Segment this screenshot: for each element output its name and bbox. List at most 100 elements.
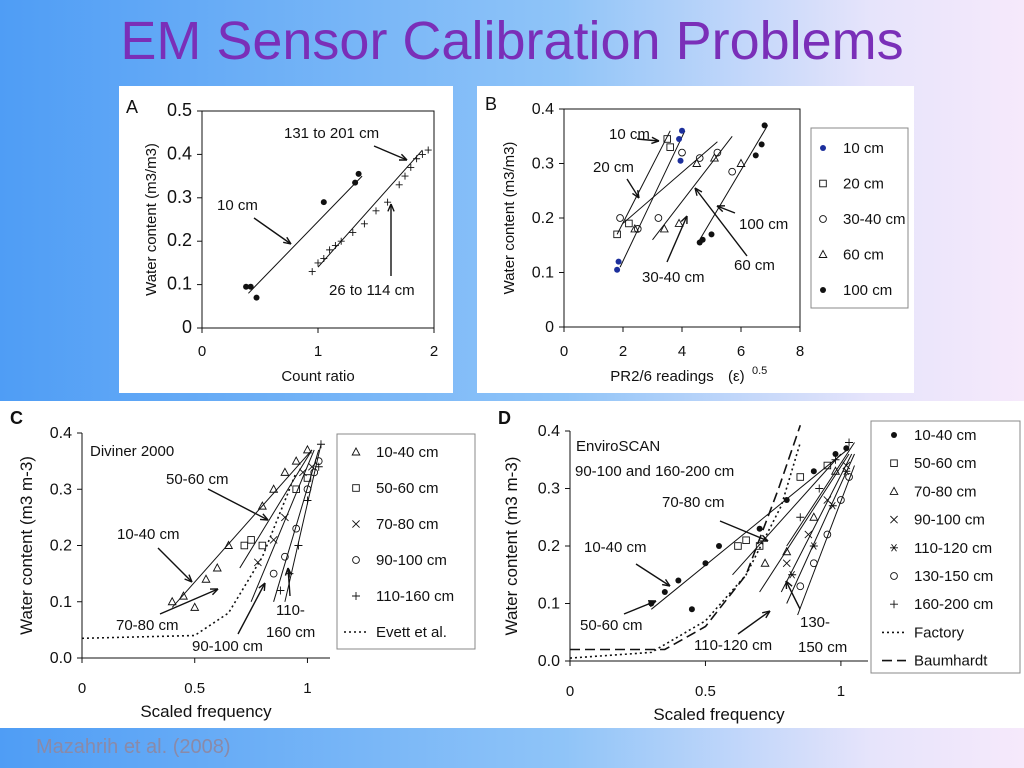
x-tick-label: 0.5 <box>184 680 205 697</box>
data-point <box>167 596 177 606</box>
data-point <box>755 542 764 550</box>
data-point <box>372 207 380 215</box>
y-tick-label: 0 <box>545 319 554 336</box>
data-point <box>294 541 303 550</box>
legend-marker <box>820 145 826 151</box>
data-point <box>614 266 621 273</box>
data-point <box>810 468 817 475</box>
legend-marker <box>890 544 898 552</box>
annotation-label: 50-60 cm <box>166 471 229 488</box>
data-point <box>659 223 669 233</box>
legend-marker <box>891 432 897 438</box>
annotation-arrow-line <box>287 567 291 597</box>
inset-title: EnviroSCAN <box>576 438 660 455</box>
legend-marker <box>820 287 826 293</box>
annotation-arrow-line <box>157 547 193 583</box>
data-point <box>742 536 750 544</box>
data-point <box>257 501 267 510</box>
x-axis-symbol: (ε) <box>728 368 745 385</box>
legend-marker <box>819 215 827 223</box>
data-point <box>337 237 345 245</box>
data-point <box>809 542 818 550</box>
data-point <box>736 158 746 167</box>
data-point <box>815 484 824 493</box>
data-point <box>316 440 325 449</box>
fit-line <box>619 130 686 268</box>
panel-a-plot: A 0 1 2 0 0.1 0.2 0.3 0.4 0.5 Count ratio Water con… <box>126 97 438 385</box>
data-point <box>314 259 322 267</box>
data-point <box>677 157 684 164</box>
series-110-160-cm <box>276 440 325 602</box>
series-70-80-cm <box>250 449 316 602</box>
y-tick-label: 0.3 <box>50 481 72 498</box>
data-point <box>280 513 289 522</box>
data-point <box>782 559 791 568</box>
data-point <box>258 541 267 550</box>
data-point <box>360 220 368 228</box>
series-110-120-cm <box>786 453 855 604</box>
data-point <box>843 445 850 452</box>
series-evett-et-al- <box>81 472 297 640</box>
data-point <box>384 198 392 206</box>
x-axis-label: Scaled frequency <box>140 702 272 721</box>
x-tick-label: 0 <box>566 683 574 700</box>
citation: Mazahrih et al. (2008) <box>36 736 231 758</box>
panel-divider <box>478 401 488 728</box>
fit-line <box>616 130 671 235</box>
annotation-label: 160 cm <box>266 624 315 641</box>
data-point <box>303 496 312 505</box>
annotation-arrow-line <box>666 215 688 263</box>
annotation-label: 10-40 cm <box>117 526 180 543</box>
x-tick-label: 6 <box>737 343 745 360</box>
legend-box <box>810 127 909 309</box>
data-point <box>823 496 832 504</box>
data-point <box>292 524 301 533</box>
data-point <box>695 154 704 162</box>
fit-line <box>780 453 853 593</box>
data-point <box>675 577 682 584</box>
annotation-arrow-line <box>159 588 219 615</box>
x-tick-label: 1 <box>303 680 311 697</box>
annotation-arrow-line <box>623 600 657 615</box>
panel-letter: B <box>485 94 497 114</box>
series-60-cm <box>630 135 746 241</box>
panel-b: B 0 2 4 6 8 0 0.1 0.2 0.3 0.4 PR2/6 readings (ε) 0.5 W… <box>477 86 914 393</box>
data-point <box>702 560 709 567</box>
data-point <box>666 143 674 151</box>
annotation-arrow-line <box>373 145 408 161</box>
data-point <box>291 456 301 465</box>
annotation-arrow-head <box>716 205 726 213</box>
annotation-arrow-head <box>398 153 408 161</box>
data-point <box>247 536 255 544</box>
data-point <box>661 589 668 595</box>
legend-label: 50-60 cm <box>376 480 439 497</box>
legend-box <box>336 433 476 650</box>
annotation-arrow-head <box>651 136 660 145</box>
annotation-arrow-head <box>694 187 703 196</box>
data-point <box>678 148 686 157</box>
fit-line <box>732 453 842 576</box>
legend-label: 50-60 cm <box>914 455 977 472</box>
data-point <box>831 455 840 464</box>
data-point <box>247 283 254 290</box>
annotation-arrow-line <box>207 488 269 521</box>
fit-line <box>622 141 718 224</box>
annotation-arrow-head <box>785 580 793 590</box>
y-tick-label: 0.5 <box>167 100 192 120</box>
panel-a: A 0 1 2 0 0.1 0.2 0.3 0.4 0.5 Count ratio Water con… <box>119 86 453 393</box>
y-tick-label: 0.4 <box>167 143 192 163</box>
legend-marker <box>351 447 361 456</box>
legend-marker <box>352 592 360 600</box>
series-10-cm <box>243 170 363 301</box>
data-point <box>355 170 362 177</box>
annotation-arrow-line <box>237 582 266 635</box>
series-26-to-201-cm <box>308 146 432 276</box>
y-tick-label: 0.2 <box>538 538 560 555</box>
panel-b-plot: B 0 2 4 6 8 0 0.1 0.2 0.3 0.4 PR2/6 readings (ε) 0.5 W… <box>485 94 909 385</box>
inset-title: Diviner 2000 <box>90 443 174 460</box>
data-point <box>679 127 685 134</box>
slide-title: EM Sensor Calibration Problems <box>120 11 904 71</box>
annotation-arrow-line <box>737 610 771 635</box>
series-100-cm <box>696 122 769 246</box>
fit-line <box>759 453 850 593</box>
